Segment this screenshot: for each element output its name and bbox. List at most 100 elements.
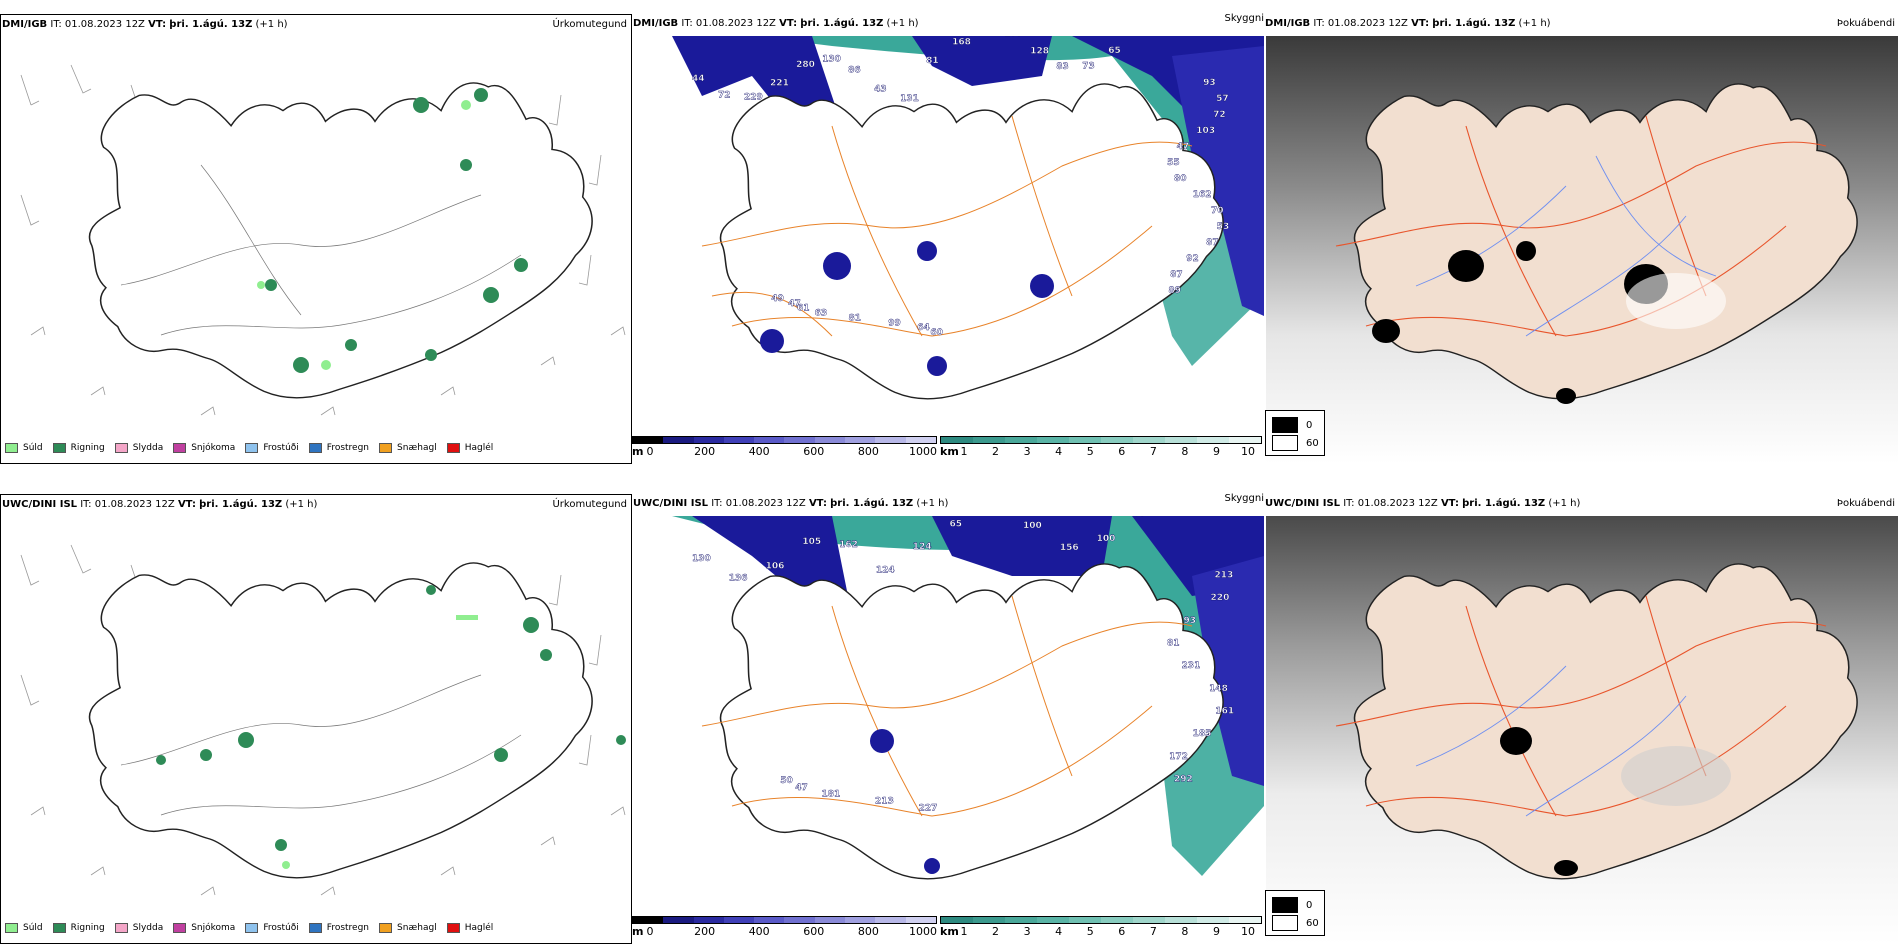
visibility-value-label: 73 bbox=[1082, 62, 1095, 72]
colorbar-segment bbox=[784, 437, 814, 443]
colorbar-tick-label: 200 bbox=[694, 925, 715, 938]
it-label: IT: bbox=[80, 499, 91, 510]
visibility-value-label: 168 bbox=[952, 37, 971, 47]
forecast-offset: (+1 h) bbox=[887, 18, 919, 29]
colorbar-segment bbox=[1005, 917, 1037, 923]
colorbar-tick-label: 1 bbox=[961, 925, 968, 938]
precip-legend-swatch bbox=[379, 923, 392, 933]
precip-legend-swatch bbox=[173, 443, 186, 453]
precip-panel-row2: UWC/DINI ISL IT: 01.08.2023 12Z VT: þri.… bbox=[0, 494, 632, 944]
vt-label: VT: bbox=[148, 19, 166, 30]
it-value: 01.08.2023 12Z bbox=[65, 19, 145, 30]
visibility-value-label: 128 bbox=[1030, 46, 1049, 56]
model-name: UWC/DINI ISL bbox=[1265, 498, 1340, 509]
visibility-value-label: 49 bbox=[771, 294, 784, 304]
visibility-value-label: 55 bbox=[1167, 158, 1180, 168]
colorbar-segment bbox=[1069, 437, 1101, 443]
forecast-offset: (+1 h) bbox=[1519, 18, 1551, 29]
visibility-value-label: 81 bbox=[926, 56, 939, 66]
colorbar-segment bbox=[1197, 437, 1229, 443]
colorbar-tick-label: 4 bbox=[1055, 925, 1062, 938]
visibility-value-label: 47 bbox=[795, 783, 808, 793]
colorbar-tick-label: 1 bbox=[961, 445, 968, 458]
colorbar-tick-label: 5 bbox=[1087, 925, 1094, 938]
it-label: IT: bbox=[1313, 18, 1324, 29]
precip-legend-swatch bbox=[5, 923, 18, 933]
precip-legend-label: Snæhagl bbox=[397, 923, 437, 933]
precip-legend-label: Slydda bbox=[133, 923, 163, 933]
visibility-value-label: 47 bbox=[788, 299, 801, 309]
colorbar-tick-label: 9 bbox=[1213, 445, 1220, 458]
vt-label: VT: bbox=[809, 498, 827, 509]
colorbar-tick-label: 800 bbox=[858, 445, 879, 458]
colorbar-segment bbox=[906, 917, 936, 923]
panel-title: Þokuábendi bbox=[1837, 497, 1895, 511]
colorbar-tick-label: 800 bbox=[858, 925, 879, 938]
it-value: 01.08.2023 12Z bbox=[95, 499, 175, 510]
visibility-value-label: 93 bbox=[1184, 616, 1197, 626]
visibility-value-label: 80 bbox=[1174, 174, 1187, 184]
fog-panel-row1: DMI/IGB IT: 01.08.2023 12Z VT: þri. 1.ág… bbox=[1264, 14, 1900, 464]
precip-legend-item: Haglél bbox=[447, 923, 494, 933]
colorbar-tick-label: 6 bbox=[1118, 925, 1125, 938]
visibility-value-label: 220 bbox=[1211, 593, 1230, 603]
visibility-map: 1301361061051621241246512010015610085962… bbox=[632, 516, 1264, 916]
precip-legend-swatch bbox=[309, 923, 322, 933]
precip-legend-label: Haglél bbox=[465, 443, 494, 453]
colorbar-segment bbox=[1165, 437, 1197, 443]
cloud-legend: 0 60 bbox=[1265, 410, 1325, 456]
visibility-value-label: 63 bbox=[815, 309, 828, 319]
colorbar-segment bbox=[1165, 917, 1197, 923]
cloud-legend-label: 0 bbox=[1306, 900, 1312, 911]
visibility-value-label: 280 bbox=[796, 60, 815, 70]
visibility-value-label: 65 bbox=[949, 519, 962, 529]
visibility-value-label: 185 bbox=[1193, 729, 1212, 739]
colorbar-tick-label: 3 bbox=[1024, 925, 1031, 938]
cloud-legend-swatch bbox=[1272, 417, 1298, 433]
precip-legend-swatch bbox=[309, 443, 322, 453]
precip-legend-swatch bbox=[447, 443, 460, 453]
colorbar-tick-label: 5 bbox=[1087, 445, 1094, 458]
visibility-value-label: 85 bbox=[1133, 516, 1146, 519]
visibility-value-label: 100 bbox=[1023, 521, 1042, 531]
colorbar-segment bbox=[724, 917, 754, 923]
visibility-value-label: 137 bbox=[1134, 36, 1153, 39]
elevation-unit: m bbox=[632, 925, 643, 938]
colorbar-tick-label: 600 bbox=[803, 925, 824, 938]
visibility-value-label: 81 bbox=[849, 313, 862, 323]
panel-title: Þokuábendi bbox=[1837, 17, 1895, 31]
precip-legend-label: Slydda bbox=[133, 443, 163, 453]
visibility-value-label: 124 bbox=[913, 542, 932, 552]
panel-header: DMI/IGB IT: 01.08.2023 12Z VT: þri. 1.ág… bbox=[1265, 17, 1898, 31]
precip-legend-item: Frostúði bbox=[245, 923, 298, 933]
it-label: IT: bbox=[1343, 498, 1354, 509]
visibility-value-label: 131 bbox=[900, 94, 919, 104]
visibility-value-label: 65 bbox=[1108, 46, 1121, 56]
panel-header: DMI/IGB IT: 01.08.2023 12Z VT: þri. 1.ág… bbox=[633, 17, 1262, 31]
colorbar-tick-label: 9 bbox=[1213, 925, 1220, 938]
cloud-legend-swatch bbox=[1272, 897, 1298, 913]
colorbar-segment bbox=[754, 437, 784, 443]
visibility-value-label: 181 bbox=[821, 790, 840, 800]
colorbar-tick-label: 0 bbox=[647, 445, 654, 458]
fog-map bbox=[1266, 516, 1898, 944]
colorbar-tick-label: 400 bbox=[749, 925, 770, 938]
colorbar-tick-label: 400 bbox=[749, 445, 770, 458]
precip-legend-label: Súld bbox=[23, 923, 43, 933]
colorbar-tick-label: 7 bbox=[1150, 925, 1157, 938]
visibility-value-label: 103 bbox=[1196, 126, 1215, 136]
colorbar-tick-label: 2 bbox=[992, 925, 999, 938]
vt-value: þri. 1.ágú. 13Z bbox=[1432, 18, 1515, 29]
vt-value: þri. 1.ágú. 13Z bbox=[169, 19, 252, 30]
colorbar-segment bbox=[875, 437, 905, 443]
colorbar-segment bbox=[663, 437, 693, 443]
precip-legend-swatch bbox=[173, 923, 186, 933]
vt-value: þri. 1.ágú. 13Z bbox=[1462, 498, 1545, 509]
colorbar-tick-label: 4 bbox=[1055, 445, 1062, 458]
visibility-value-label: 100 bbox=[1097, 534, 1116, 544]
panel-title: Skyggni bbox=[1224, 12, 1264, 26]
precip-legend-item: Frostregn bbox=[309, 443, 369, 453]
visibility-panel-row1: DMI/IGB IT: 01.08.2023 12Z VT: þri. 1.ág… bbox=[632, 14, 1264, 464]
colorbar-segment bbox=[784, 917, 814, 923]
panel-header: DMI/IGB IT: 01.08.2023 12Z VT: þri. 1.ág… bbox=[2, 18, 629, 32]
